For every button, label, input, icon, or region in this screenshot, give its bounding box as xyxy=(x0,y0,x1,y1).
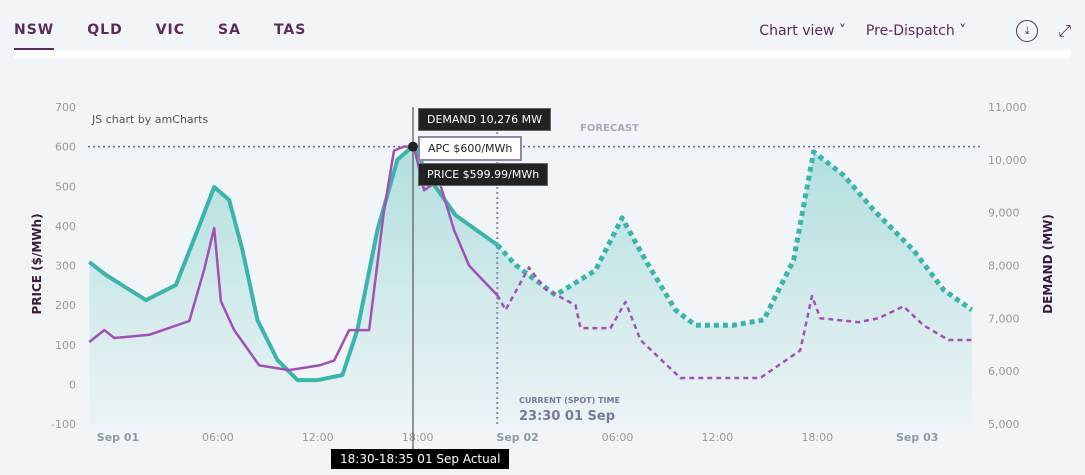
demand-forecast-line xyxy=(495,149,974,328)
tab-sa[interactable]: SA xyxy=(218,22,241,38)
price-tooltip: PRICE $599.99/MWh xyxy=(418,163,549,186)
tab-vic[interactable]: VIC xyxy=(155,22,186,38)
chart-view-label: Chart view xyxy=(759,23,835,39)
forecast-label: FORECAST xyxy=(580,123,639,134)
chevron-down-icon: ˅ xyxy=(838,23,846,39)
right-tick-label: 9,000 xyxy=(988,207,1020,220)
expand-icon[interactable]: ⤢ xyxy=(1058,21,1071,40)
x-tick-label: 06:00 xyxy=(202,431,234,444)
left-tick-label: 700 xyxy=(55,101,76,114)
right-tick-label: 6,000 xyxy=(988,365,1020,378)
demand-area xyxy=(89,145,498,425)
right-tick-label: 5,000 xyxy=(988,418,1020,431)
amcharts-credit: JS chart by amCharts xyxy=(91,113,208,126)
right-tick-label: 8,000 xyxy=(988,260,1020,273)
left-tick-label: 500 xyxy=(55,180,76,193)
right-axis-title: DEMAND (MW) xyxy=(1041,214,1055,314)
pre-dispatch-dropdown[interactable]: Pre-Dispatch ˅ xyxy=(866,23,966,39)
divider xyxy=(14,50,1071,58)
apc-tooltip: APC $600/MWh xyxy=(418,136,523,161)
download-icon[interactable]: ⤓ xyxy=(1016,20,1039,42)
left-tick-label: 0 xyxy=(69,378,76,391)
left-tick-label: -100 xyxy=(51,418,76,431)
chart-view-dropdown[interactable]: Chart view ˅ xyxy=(759,23,846,39)
x-tick-label: 06:00 xyxy=(602,431,634,444)
x-tick-label: 18:00 xyxy=(801,431,833,444)
tab-nsw[interactable]: NSW xyxy=(14,22,55,51)
left-axis-title: PRICE ($/MWh) xyxy=(30,213,44,314)
x-tick-label: 12:00 xyxy=(302,431,334,444)
left-tick-label: 100 xyxy=(55,339,76,352)
x-tick-label: 12:00 xyxy=(702,431,734,444)
pre-dispatch-label: Pre-Dispatch xyxy=(865,23,955,39)
price-forecast-line xyxy=(496,266,972,380)
x-tick-label: Sep 03 xyxy=(896,431,938,444)
x-tick-label: Sep 02 xyxy=(496,431,538,444)
left-tick-label: 600 xyxy=(55,141,76,154)
demand-area xyxy=(497,151,972,424)
x-tick-label: 18:00 xyxy=(402,431,434,444)
cursor-time-tooltip: 18:30-18:35 01 Sep Actual xyxy=(331,449,510,469)
right-tick-label: 11,000 xyxy=(988,101,1027,114)
right-tick-label: 7,000 xyxy=(988,312,1020,325)
chevron-down-icon: ˅ xyxy=(959,23,967,39)
left-tick-label: 200 xyxy=(55,299,76,312)
tab-qld[interactable]: QLD xyxy=(87,22,123,38)
cursor-point xyxy=(408,141,418,152)
demand-tooltip: DEMAND 10,276 MW xyxy=(418,108,551,131)
left-tick-label: 300 xyxy=(55,260,76,273)
current-time-value: 23:30 01 Sep xyxy=(519,409,615,424)
region-tabs: NSW QLD VIC SA TAS xyxy=(14,22,339,51)
tab-tas[interactable]: TAS xyxy=(273,22,307,38)
current-time-label: CURRENT (SPOT) TIME xyxy=(519,396,620,405)
x-tick-label: Sep 01 xyxy=(97,431,139,444)
right-tick-label: 10,000 xyxy=(988,154,1027,167)
left-tick-label: 400 xyxy=(55,220,76,233)
